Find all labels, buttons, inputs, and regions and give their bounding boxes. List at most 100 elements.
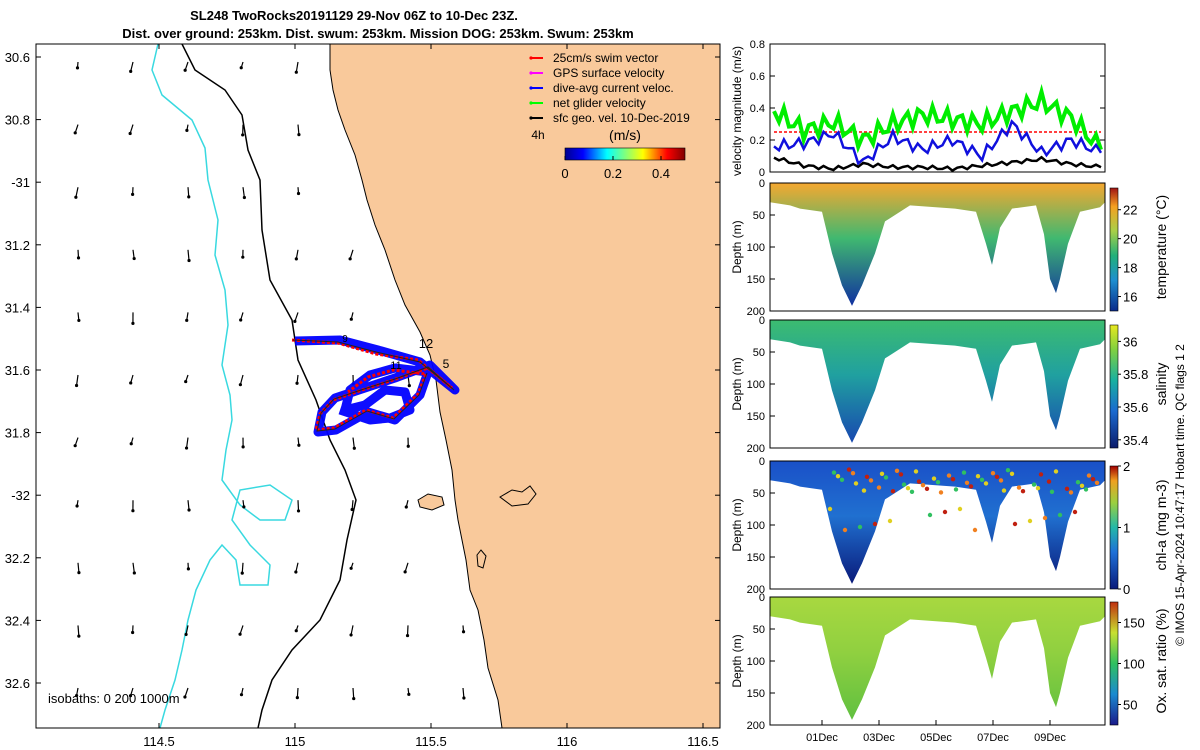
velocity-ytick-label: 0.6 [750, 71, 765, 83]
depth-tick-label: 150 [747, 411, 765, 423]
sfc-velocity-arrowhead [239, 693, 244, 697]
chl-sample-dot [990, 471, 996, 476]
depth-tick-label: 200 [747, 306, 765, 318]
sfc-velocity-arrow [75, 187, 79, 198]
isobath-label: isobaths: 0 200 1000m [48, 691, 180, 706]
sfc-velocity-arrowhead [77, 634, 81, 638]
sfc-velocity-arrowhead [348, 257, 352, 261]
chl-sample-dot [850, 471, 856, 476]
sfc-velocity-arrowhead [187, 258, 191, 263]
sfc-velocity-arrowhead [184, 379, 188, 384]
sfc-velocity-arrow [462, 687, 465, 699]
sfc-velocity-arrowhead [131, 321, 135, 325]
map-frame [35, 43, 721, 729]
chl-sample-dot [1042, 515, 1048, 521]
lon-tick-label: 116.5 [687, 734, 719, 749]
sfc-velocity-arrowhead [75, 66, 80, 70]
time-label: 4h [531, 128, 544, 142]
chl-sample-dot [1083, 487, 1089, 492]
lat-tick-label: 32.6 [5, 676, 30, 691]
colorbar-tick-label: 0 [561, 166, 568, 181]
lat-tick-label: 31.2 [5, 238, 30, 253]
chl-sample-dot [1079, 483, 1085, 488]
depth-tick-label: 0 [759, 178, 765, 190]
sfc-velocity-arrowhead [240, 571, 244, 575]
sfc-velocity-arrowhead [296, 191, 301, 196]
sfc-velocity-arrowhead [406, 444, 410, 448]
profile-panel: 0 50 100 150 200 Depth (m) 0 1 2 chl-a (mg m-3) [730, 456, 1169, 597]
depth-tick-label: 50 [753, 347, 765, 359]
lon-tick-label: 115 [285, 734, 306, 749]
sfc-velocity-arrowhead [407, 384, 411, 388]
sfc-velocity-arrowhead [74, 693, 79, 698]
chl-sample-dot [890, 489, 896, 494]
sfc-velocity-arrowhead [129, 381, 133, 385]
chl-sample-dot [842, 527, 848, 533]
sfc-velocity-arrowhead [187, 508, 191, 512]
chl-sample-dot [968, 484, 974, 489]
sfc-velocity-arrowhead [349, 317, 353, 321]
lat-tick-label: 32.2 [5, 551, 30, 566]
chl-sample-dot [994, 474, 1000, 479]
lat-tick-label: 31.6 [5, 363, 30, 378]
chl-sample-dot [1068, 490, 1074, 495]
sfc-velocity-arrowhead [352, 696, 356, 701]
sfc-velocity-arrowhead [184, 446, 189, 450]
chl-sample-dot [1027, 518, 1033, 524]
sfc-velocity-arrowhead [131, 192, 135, 196]
date-tick-label: 01Dec [806, 732, 838, 744]
sfc-velocity-arrow [242, 187, 245, 198]
profile-colorbar-tick-label: 2 [1123, 459, 1130, 474]
sfc-velocity-arrowhead [242, 195, 246, 200]
profile-panel: 0 50 100 150 200 Depth (m) 35.4 35.6 35.8 36 salin… [730, 315, 1169, 455]
sfc-velocity-arrowhead [295, 696, 299, 700]
legend-label: 25cm/s swim vector [553, 51, 658, 65]
sfc-velocity-arrowhead [75, 504, 79, 508]
legend-label: sfc geo. vel. 10-Dec-2019 [553, 111, 690, 125]
sfc-velocity-arrow [130, 61, 134, 72]
sfc-velocity-arrowhead [129, 69, 133, 73]
sfc-velocity-arrow [295, 61, 299, 73]
sfc-velocity-arrow [187, 187, 190, 197]
depth-tick-label: 150 [747, 274, 765, 286]
sfc-velocity-arrowhead [350, 507, 354, 512]
profile-section [770, 597, 1105, 720]
sfc-velocity-arrowhead [132, 256, 136, 261]
velocity-series-line [773, 155, 1102, 173]
sfc-velocity-arrowhead [131, 509, 135, 513]
profile-colorbar-tick-label: 0 [1123, 582, 1130, 597]
sfc-velocity-arrow [77, 625, 80, 637]
sfc-velocity-arrow [297, 124, 300, 135]
depth-tick-label: 50 [753, 624, 765, 636]
lat-tick-label: -31 [11, 175, 30, 190]
sfc-velocity-arrowhead [73, 131, 77, 135]
depth-tick-label: 100 [747, 242, 765, 254]
sfc-velocity-arrowhead [238, 383, 242, 387]
chl-sample-dot [946, 473, 952, 478]
profile-colorbar-tick-label: 50 [1123, 698, 1137, 713]
depth-tick-label: 200 [747, 443, 765, 455]
chl-sample-dot [894, 468, 900, 473]
chl-sample-dot [1049, 489, 1055, 494]
sfc-velocity-arrowhead [74, 195, 78, 199]
profile-colorbar-tick-label: 35.8 [1123, 367, 1148, 382]
sfc-velocity-arrowhead [297, 132, 301, 137]
profile-section [770, 183, 1105, 306]
velocity-y-axis: 0 0.2 0.4 0.6 0.8 [750, 39, 1105, 179]
sfc-velocity-arrowhead [77, 570, 81, 575]
track-label-5: 5 [443, 357, 450, 371]
depth-tick-label: 0 [759, 592, 765, 604]
track-red [291, 338, 453, 432]
profile-colorbar-tick-label: 18 [1123, 261, 1137, 276]
profile-colorbar [1109, 465, 1119, 590]
profile-panel: 0 50 100 150 200 Depth (m) 16 18 20 22 temperature… [730, 178, 1169, 318]
sfc-velocity-arrow [187, 500, 190, 511]
legend-swatch-head [529, 71, 533, 75]
sfc-velocity-arrowhead [73, 444, 77, 448]
sfc-velocity-arrowhead [349, 566, 353, 570]
depth-ylabel: Depth (m) [730, 634, 744, 687]
small-islet [476, 549, 487, 569]
chl-sample-dot [957, 506, 963, 512]
